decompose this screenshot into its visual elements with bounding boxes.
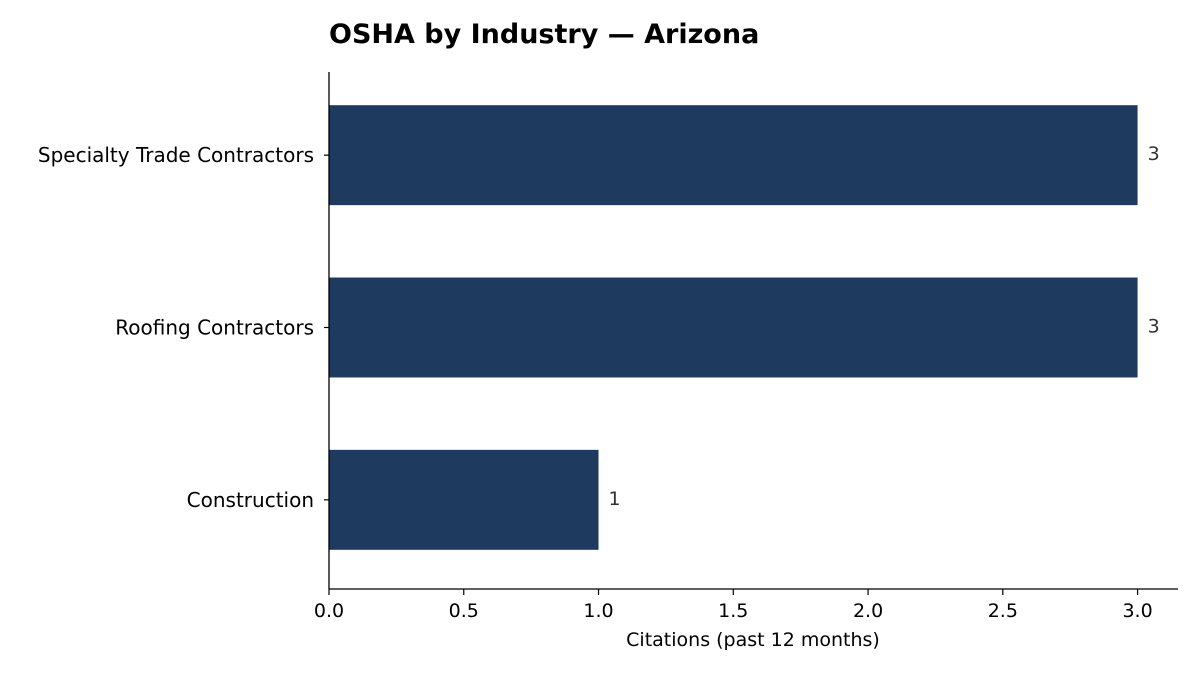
x-axis-ticks: 0.0 0.5 1.0 1.5 2.0 2.5 3.0 xyxy=(314,589,1153,622)
x-tick-label: 0.0 xyxy=(314,600,344,622)
data-labels: 3 3 1 xyxy=(609,143,1160,510)
category-label: Specialty Trade Contractors xyxy=(38,143,314,167)
bar-value-label: 3 xyxy=(1148,143,1160,165)
bar-2 xyxy=(329,449,599,550)
category-label: Construction xyxy=(187,488,314,512)
x-tick-label: 1.5 xyxy=(718,600,748,622)
x-axis-label: Citations (past 12 months) xyxy=(626,629,880,651)
x-tick-label: 2.0 xyxy=(853,600,883,622)
category-labels: Specialty Trade Contractors Roofing Contr… xyxy=(38,143,329,512)
category-label: Roofing Contractors xyxy=(115,316,314,340)
bar-value-label: 1 xyxy=(609,488,621,510)
bars-group xyxy=(329,105,1138,550)
bar-0 xyxy=(329,105,1138,206)
chart-title: OSHA by Industry — Arizona xyxy=(329,19,759,50)
bar-value-label: 3 xyxy=(1148,316,1160,338)
bar-1 xyxy=(329,277,1138,378)
x-tick-label: 3.0 xyxy=(1122,600,1152,622)
x-tick-label: 2.5 xyxy=(988,600,1018,622)
x-tick-label: 1.0 xyxy=(583,600,613,622)
x-tick-label: 0.5 xyxy=(449,600,479,622)
